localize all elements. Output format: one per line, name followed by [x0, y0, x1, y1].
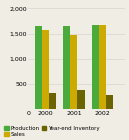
Bar: [99, 24, 106, 109]
Bar: [70, 35, 78, 109]
Bar: [35, 26, 42, 109]
Bar: [78, 90, 85, 109]
Bar: [63, 26, 70, 109]
Legend: Production, Sales, Year-end Inventory: Production, Sales, Year-end Inventory: [4, 126, 99, 137]
Bar: [92, 25, 99, 109]
Bar: [106, 95, 113, 109]
Bar: [49, 93, 56, 109]
Bar: [42, 30, 49, 109]
